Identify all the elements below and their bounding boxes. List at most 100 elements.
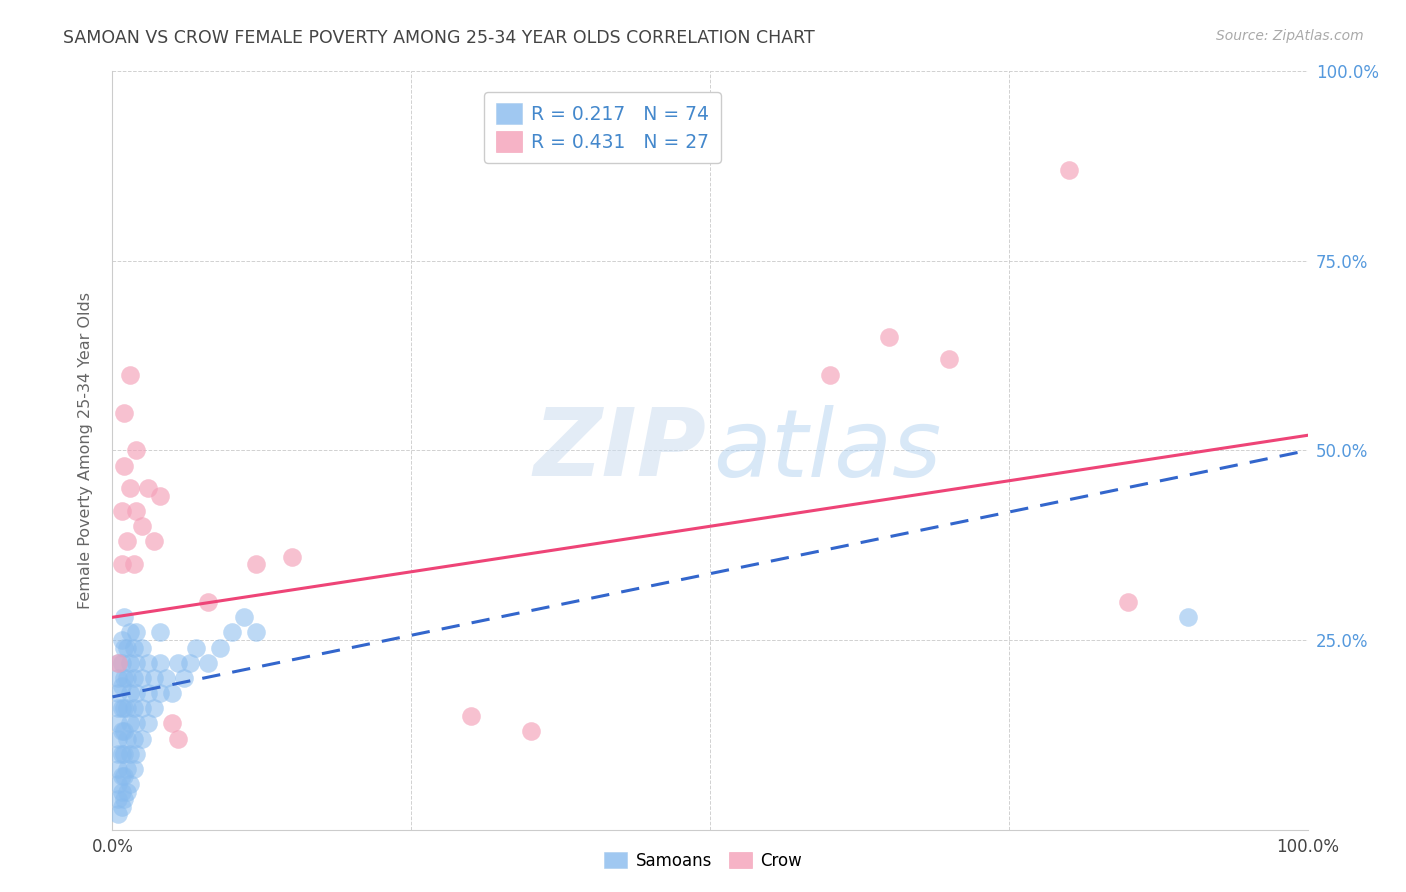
Point [460, 708, 482, 723]
Point [120, 656, 142, 670]
Point [115, 731, 138, 746]
Point [173, 671, 195, 685]
Point [115, 701, 138, 715]
Point [107, 656, 129, 670]
Point [107, 686, 129, 700]
Point [107, 671, 129, 685]
Point [107, 807, 129, 822]
Point [938, 352, 960, 367]
Point [131, 519, 153, 533]
Point [107, 792, 129, 806]
Point [111, 785, 134, 799]
Text: SAMOAN VS CROW FEMALE POVERTY AMONG 25-34 YEAR OLDS CORRELATION CHART: SAMOAN VS CROW FEMALE POVERTY AMONG 25-3… [63, 29, 815, 46]
Point [149, 656, 172, 670]
Point [115, 534, 138, 549]
Point [131, 701, 153, 715]
Point [162, 716, 183, 731]
Point [111, 769, 134, 784]
Point [125, 686, 148, 700]
Point [122, 640, 145, 655]
Point [131, 731, 153, 746]
Point [149, 686, 172, 700]
Point [114, 405, 135, 420]
Text: Source: ZipAtlas.com: Source: ZipAtlas.com [1216, 29, 1364, 43]
Y-axis label: Female Poverty Among 25-34 Year Olds: Female Poverty Among 25-34 Year Olds [79, 292, 93, 609]
Point [111, 701, 134, 715]
Point [245, 625, 267, 640]
Point [125, 504, 148, 518]
Point [197, 656, 219, 670]
Point [818, 368, 841, 382]
Point [114, 640, 135, 655]
Point [111, 504, 134, 518]
Point [107, 701, 129, 715]
Point [115, 640, 138, 655]
Point [125, 656, 148, 670]
Point [120, 368, 142, 382]
Point [520, 724, 543, 739]
Point [879, 330, 901, 344]
Point [114, 610, 135, 624]
Point [155, 671, 177, 685]
Point [122, 557, 145, 572]
Point [111, 656, 134, 670]
Point [1118, 595, 1140, 609]
Point [125, 747, 148, 761]
Point [111, 724, 134, 739]
Point [143, 701, 166, 715]
Point [131, 671, 153, 685]
Point [120, 716, 142, 731]
Point [281, 549, 304, 564]
Point [149, 489, 172, 503]
Point [162, 686, 183, 700]
Point [221, 625, 243, 640]
Point [120, 482, 142, 496]
Point [1057, 163, 1080, 178]
Point [114, 671, 135, 685]
Point [125, 625, 148, 640]
Point [114, 701, 135, 715]
Point [115, 671, 138, 685]
Point [138, 686, 160, 700]
Point [114, 792, 135, 806]
Point [111, 633, 134, 648]
Point [107, 716, 129, 731]
Legend: Samoans, Crow: Samoans, Crow [598, 846, 808, 877]
Point [107, 731, 129, 746]
Point [1177, 610, 1199, 624]
Point [179, 656, 201, 670]
Point [107, 762, 129, 776]
Point [233, 610, 256, 624]
Point [143, 534, 166, 549]
Point [197, 595, 219, 609]
Point [115, 785, 138, 799]
Point [107, 747, 129, 761]
Point [122, 671, 145, 685]
Point [167, 656, 190, 670]
Point [111, 800, 134, 814]
Point [125, 716, 148, 731]
Point [107, 777, 129, 791]
Point [122, 701, 145, 715]
Point [138, 482, 160, 496]
Point [138, 656, 160, 670]
Point [114, 458, 135, 473]
Point [115, 762, 138, 776]
Point [111, 557, 134, 572]
Text: ZIP: ZIP [533, 404, 706, 497]
Point [209, 640, 232, 655]
Point [125, 443, 148, 458]
Point [245, 557, 267, 572]
Text: atlas: atlas [714, 405, 942, 496]
Point [131, 640, 153, 655]
Point [111, 678, 134, 692]
Point [143, 671, 166, 685]
Point [120, 625, 142, 640]
Point [120, 777, 142, 791]
Point [122, 731, 145, 746]
Point [138, 716, 160, 731]
Point [111, 747, 134, 761]
Point [167, 731, 190, 746]
Point [122, 762, 145, 776]
Legend: R = 0.217   N = 74, R = 0.431   N = 27: R = 0.217 N = 74, R = 0.431 N = 27 [485, 92, 720, 163]
